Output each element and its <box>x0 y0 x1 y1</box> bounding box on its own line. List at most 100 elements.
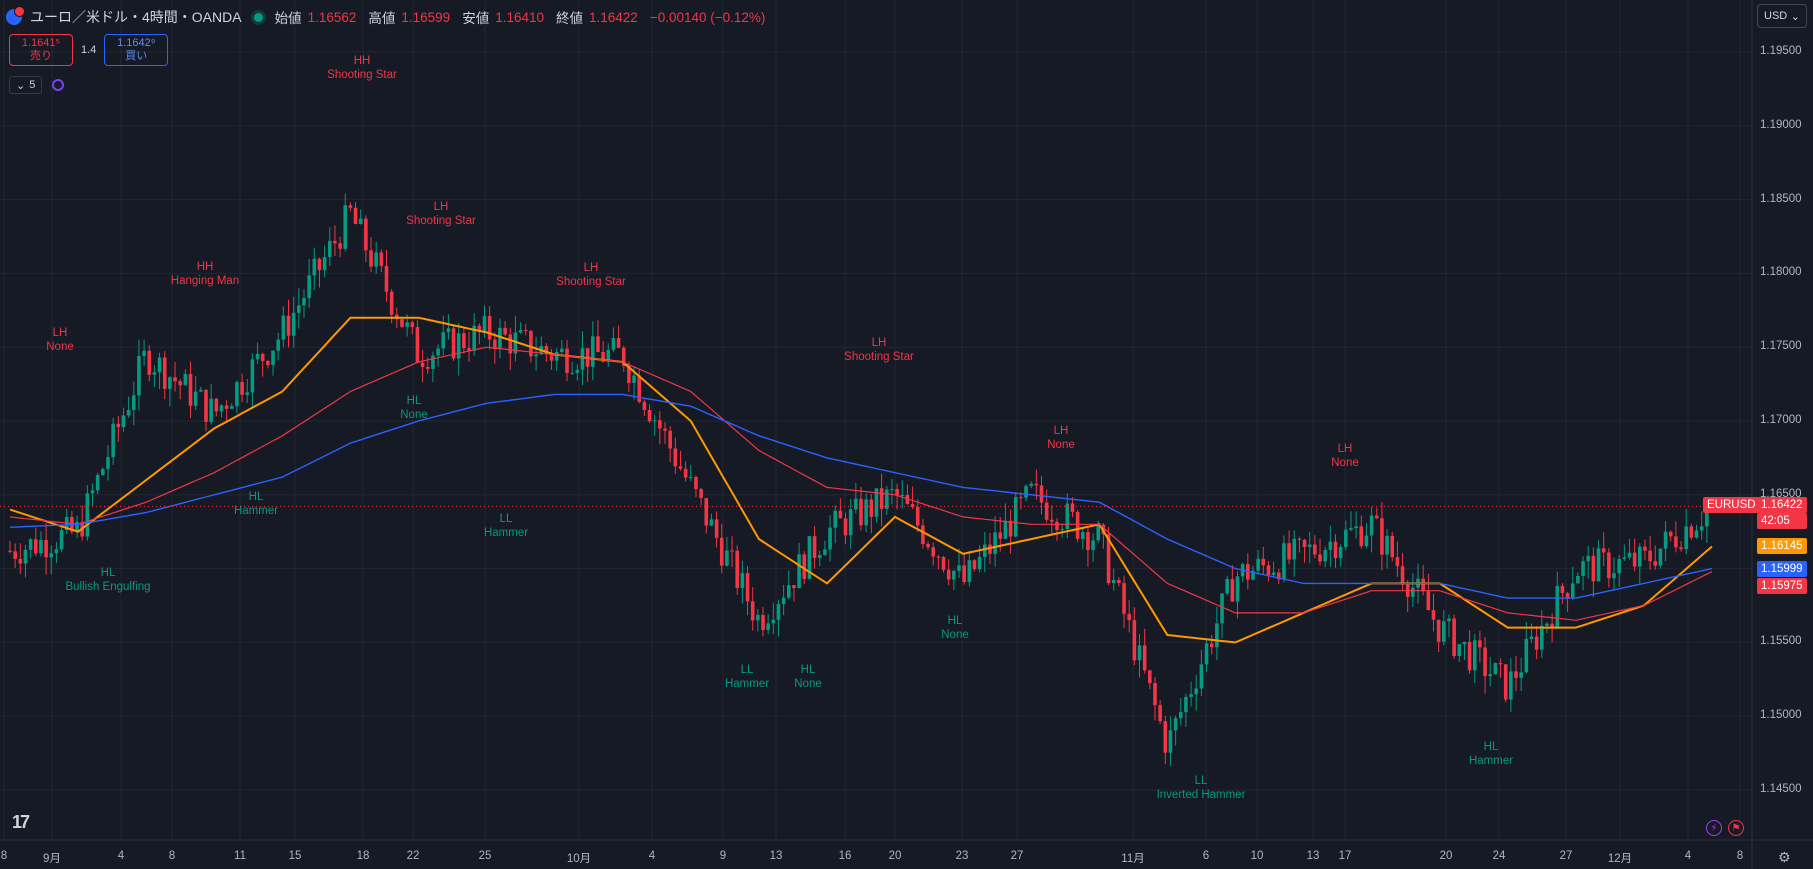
candle-body <box>1374 515 1379 519</box>
candle-body <box>1467 641 1472 671</box>
candle-body <box>255 353 260 360</box>
time-axis-label: 10月 <box>566 853 592 865</box>
symbol-title[interactable]: ユーロ／米ドル・4時間・OANDA <box>30 9 242 25</box>
candle-body <box>1607 552 1611 579</box>
pattern-label: HL Hammer <box>234 490 278 518</box>
price-axis-label: 1.17500 <box>1760 340 1802 353</box>
pattern-label: HL None <box>794 663 822 691</box>
candle-body <box>131 395 136 410</box>
candle-body <box>1540 625 1544 650</box>
candle-body <box>1627 552 1632 558</box>
pattern-label: HL Bullish Engulfing <box>65 566 150 594</box>
time-axis-label: 27 <box>1010 850 1024 862</box>
price-axis-label: 1.16500 <box>1760 487 1802 500</box>
candle-body <box>1251 570 1255 580</box>
candle-body <box>1344 529 1348 547</box>
close-label: 終値 <box>556 11 584 26</box>
candle-body <box>240 381 244 395</box>
candle-body <box>152 372 157 375</box>
candle-body <box>415 327 420 363</box>
pattern-type: HL <box>800 664 816 676</box>
candle-body <box>745 573 750 602</box>
candle-body <box>1509 671 1513 700</box>
pattern-name: Shooting Star <box>406 215 476 227</box>
time-axis-label: 12月 <box>1607 853 1633 865</box>
candle-body <box>776 604 781 620</box>
candle-body <box>353 207 358 224</box>
time-axis-label: 13 <box>769 850 783 862</box>
pattern-name: Shooting Star <box>556 276 626 288</box>
candle-body <box>1452 618 1456 656</box>
pattern-type: HL <box>1483 741 1499 753</box>
time-axis-label: 8 <box>0 850 8 862</box>
candle-body <box>23 549 28 564</box>
sell-button[interactable]: 1.1641⁵ 売り <box>9 34 73 66</box>
candle-body <box>369 250 373 267</box>
candle-body <box>854 498 858 510</box>
candle-body <box>1545 623 1549 626</box>
time-axis-label: 18 <box>356 850 370 862</box>
indicators-toggle-button[interactable]: ⌄ 5 <box>9 76 43 94</box>
candle-body <box>1364 535 1369 547</box>
candle-body <box>792 585 796 589</box>
candle-body <box>374 252 378 267</box>
candle-body <box>420 362 425 367</box>
candle-body <box>1318 554 1322 562</box>
candle-body <box>1380 518 1384 555</box>
candle-body <box>1029 483 1033 487</box>
candle-body <box>952 570 956 580</box>
candle-body <box>1261 558 1266 566</box>
candle-body <box>1395 557 1400 567</box>
candle-body <box>570 372 574 374</box>
candle-body <box>931 547 936 557</box>
candle-body <box>1637 546 1642 567</box>
candle-body <box>95 475 100 491</box>
candle-body <box>982 544 987 557</box>
candle-body <box>271 350 275 366</box>
candle-body <box>596 336 600 352</box>
time-axis-label: 23 <box>955 850 969 862</box>
candle-body <box>869 499 874 517</box>
pattern-label: HL None <box>941 614 969 642</box>
flag-icon[interactable]: ⚑ <box>1728 820 1744 836</box>
time-axis-label: 20 <box>888 850 902 862</box>
candle-body <box>1426 591 1431 611</box>
pattern-type: HH <box>196 261 214 273</box>
candle-body <box>162 357 167 389</box>
candle-body <box>725 550 729 566</box>
candle-body <box>338 243 342 249</box>
candle-body <box>1534 636 1539 650</box>
candle-body <box>1189 694 1193 697</box>
candle-body <box>714 519 719 538</box>
candle-body <box>1385 535 1389 555</box>
candle-body <box>214 398 219 412</box>
candle-body <box>518 330 523 333</box>
pattern-name: None <box>1331 457 1359 469</box>
buy-button[interactable]: 1.1642⁹ 買い <box>104 34 169 66</box>
candle-body <box>565 348 569 374</box>
candle-body <box>786 585 791 598</box>
candle-body <box>451 328 456 359</box>
currency-select[interactable]: USD ⌄ <box>1757 4 1807 28</box>
candle-body <box>864 499 868 526</box>
price-axis-label: 1.19500 <box>1760 45 1802 57</box>
settings-gear-icon[interactable]: ⚙ <box>1778 849 1791 865</box>
lightning-icon[interactable]: ⚡ <box>1706 820 1722 836</box>
ma-orange-tag: 1.16145 <box>1757 538 1807 554</box>
candle-body <box>54 549 59 554</box>
pattern-label: LH Shooting Star <box>406 200 476 228</box>
time-axis-label: 27 <box>1559 850 1573 862</box>
candle-body <box>482 316 487 332</box>
candle-body <box>157 357 162 373</box>
candle-body <box>441 332 446 349</box>
candle-body <box>879 488 884 509</box>
candle-body <box>683 468 688 478</box>
candle-body <box>1256 558 1260 571</box>
candle-body <box>111 423 115 458</box>
candle-body <box>1230 579 1235 602</box>
tradingview-logo-icon[interactable]: 17 <box>12 812 30 832</box>
pattern-type: LH <box>52 327 68 339</box>
candle-body <box>168 377 172 389</box>
pattern-type: LL <box>499 513 513 525</box>
